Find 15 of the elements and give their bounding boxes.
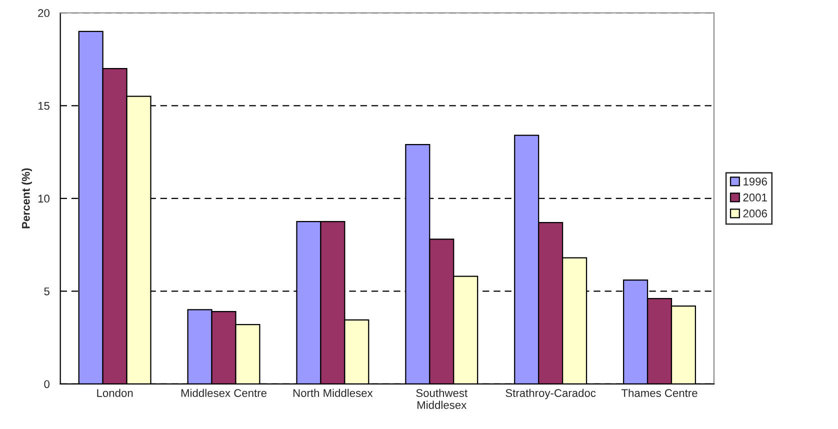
- legend-label: 2006: [743, 210, 767, 218]
- y-tick-label: 15: [38, 102, 50, 110]
- y-axis-title: Percent (%): [22, 168, 32, 228]
- x-tick-label: Thames Centre: [621, 388, 698, 397]
- y-tick-label: 10: [38, 194, 50, 203]
- x-tick-label: Southwest Middlesex: [416, 388, 468, 409]
- x-tick-label: North Middlesex: [293, 388, 373, 397]
- legend-label: 1996: [744, 178, 767, 186]
- x-tick-label: Middlesex Centre: [181, 388, 266, 397]
- x-tick-label: Strathroy-Caradoc: [506, 388, 596, 400]
- x-tick-label: London: [97, 388, 133, 397]
- y-tick-label: 20: [38, 9, 50, 18]
- legend-label: 2001: [743, 194, 767, 202]
- y-tick-label: 0: [44, 380, 50, 388]
- y-tick-label: 5: [44, 288, 50, 296]
